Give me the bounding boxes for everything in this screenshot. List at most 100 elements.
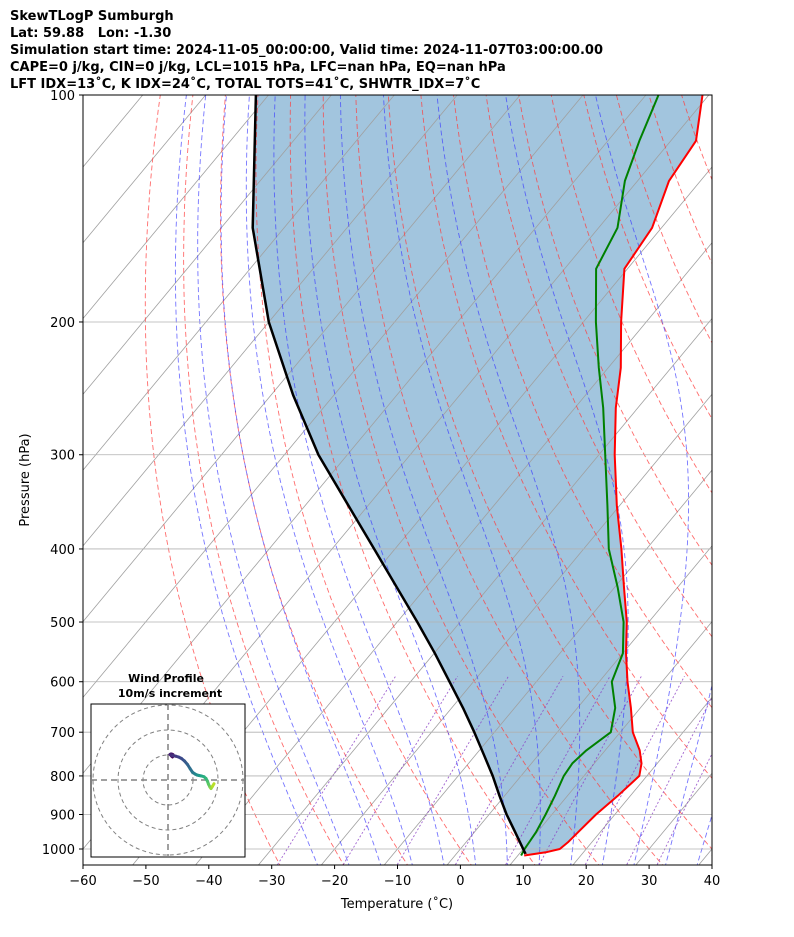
simulation-times: Simulation start time: 2024-11-05_00:00:… [10, 43, 603, 58]
wind-barb [711, 454, 753, 466]
wind-barb-flag [748, 668, 751, 678]
wind-barb-flag [745, 373, 752, 381]
x-tick-label: −60 [69, 874, 96, 889]
stability-parameters: CAPE=0 j/kg, CIN=0 j/kg, LCL=1015 hPa, L… [10, 60, 506, 75]
wind-barb-half-flag [737, 143, 740, 147]
isotherm-line [83, 95, 395, 471]
wind-barb [711, 180, 753, 191]
inset-subtitle: 10m/s increment [118, 687, 222, 700]
wind-barb [711, 268, 740, 278]
x-tick-label: 0 [456, 874, 464, 889]
wind-barb [711, 668, 751, 682]
wind-barb-staff [711, 731, 712, 733]
x-tick-label: 10 [515, 874, 532, 889]
wind-barb-flag [727, 757, 733, 766]
station-coordinates: Lat: 59.88 Lon: -1.30 [10, 26, 172, 41]
wind-barb-half-flag [738, 711, 739, 716]
wind-barb-flag [718, 811, 726, 818]
wind-barb-half-flag [736, 374, 740, 378]
wind-barb-flag [747, 688, 748, 699]
dry-adiabat-line [220, 95, 409, 865]
wind-barb-staff [711, 140, 712, 142]
wind-barb-flag [742, 92, 748, 101]
wind-barb-half-flag [727, 766, 730, 771]
wind-barb-flag [716, 814, 724, 821]
wind-barb-half-flag [737, 96, 740, 100]
wind-barb-staff [711, 653, 712, 654]
isotherm-line [446, 545, 712, 865]
isotherm-line [195, 242, 712, 865]
mixing-ratio-line [504, 675, 611, 865]
wind-barb [711, 140, 753, 150]
wind-barb-flag [742, 704, 744, 715]
wind-barb-flag [748, 583, 753, 592]
wind-barb-staff [711, 407, 712, 409]
wind-barb-half-flag [723, 801, 726, 805]
wind-barb-half-flag [736, 274, 740, 278]
mixing-ratio-line [656, 752, 712, 865]
y-tick-label: 700 [50, 726, 75, 741]
wind-barb-staff [711, 505, 712, 506]
wind-barb-flag [747, 141, 753, 150]
y-tick-label: 100 [50, 89, 75, 104]
wind-barb-staff [711, 830, 712, 833]
wind-barb-half-flag [736, 413, 740, 417]
wind-barb-flag [746, 458, 753, 466]
isotherm-line [257, 317, 712, 865]
parcel-temperature-fill [252, 95, 703, 854]
wind-barb-staff [711, 622, 712, 623]
wind-barb [711, 801, 726, 833]
isotherm-line [83, 95, 521, 623]
wind-barb [711, 645, 752, 655]
temperature-profile-line [524, 95, 704, 857]
wind-barb-flag [748, 645, 752, 655]
wind-barb-half-flag [737, 183, 740, 187]
wind-barb-flag [742, 140, 748, 149]
wind-barb-staff [711, 321, 712, 323]
isotherm-line [509, 621, 712, 865]
dry-adiabat-line [648, 95, 712, 265]
moist-adiabat-line [339, 95, 508, 865]
wind-barb-half-flag [738, 674, 740, 679]
dry-adiabat-line [583, 95, 712, 420]
wind-barb [711, 757, 733, 796]
parcel-path-line [251, 95, 527, 855]
wind-barb-flag [741, 326, 748, 334]
wind-barb-staff [711, 813, 712, 815]
wind-barb-flag [747, 182, 753, 191]
wind-barb-staff [711, 847, 712, 849]
dry-adiabat-line [453, 95, 712, 709]
dry-adiabat-line [420, 95, 712, 780]
wind-barb [711, 505, 740, 512]
isotherm-line [383, 469, 712, 865]
wind-barb-flag [743, 669, 746, 679]
y-tick-label: 900 [50, 808, 75, 823]
wind-barb-staff [711, 753, 712, 755]
wind-barb-staff [711, 367, 712, 369]
wind-barb [711, 775, 730, 815]
y-tick-label: 500 [50, 616, 75, 631]
wind-barb-staff [711, 454, 712, 456]
wind-profile-inset: Wind Profile 10m/s increment [90, 672, 246, 858]
wind-barb-flag [736, 721, 739, 731]
dry-adiabat-line [355, 95, 664, 865]
moist-adiabat-line [436, 95, 581, 865]
wind-barb-staff [711, 794, 712, 796]
plot-area [83, 92, 753, 865]
wind-barb [711, 811, 726, 853]
wind-barb-flag [743, 582, 748, 591]
wind-barb-half-flag [737, 550, 740, 554]
wind-barb [711, 582, 753, 592]
wind-barb-staff [711, 774, 712, 776]
y-tick-label: 1000 [42, 843, 75, 858]
dewpoint-profile-line [520, 95, 660, 856]
x-tick-label: 20 [578, 874, 595, 889]
wind-barb-flag [723, 775, 730, 783]
x-tick-label: −30 [258, 874, 285, 889]
wind-barb-half-flag [737, 508, 740, 512]
wind-barb [711, 721, 739, 755]
wind-barb-staff [711, 853, 712, 856]
mixing-ratio-line [454, 675, 564, 865]
wind-barb-staff [711, 268, 712, 270]
